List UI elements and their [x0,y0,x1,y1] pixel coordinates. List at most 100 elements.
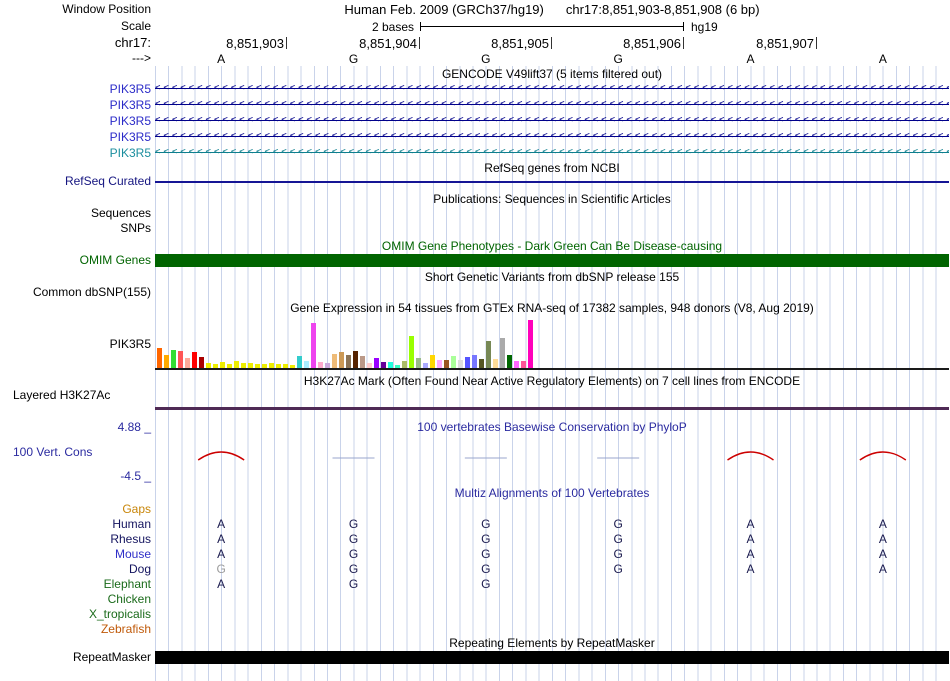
multiz-species-label[interactable]: Zebrafish [100,622,151,636]
gtex-expression-bar [395,365,400,368]
track-label-layered-h3k27ac[interactable]: Layered H3K27Ac [13,388,111,402]
gtex-expression-bar [444,360,449,368]
multiz-base: G [481,517,491,531]
gtex-expression-bar [346,355,351,368]
conservation-wiggle[interactable] [155,438,949,474]
track-label-common-dbsnp[interactable]: Common dbSNP(155) [32,285,151,299]
coordinate-tick [419,37,420,49]
multiz-base: A [217,577,226,591]
gtex-expression-bar [458,360,463,368]
transcript-intron-line [155,136,949,137]
assembly-title: Human Feb. 2009 (GRCh37/hg19) [344,2,544,17]
gtex-expression-bar [262,364,267,368]
reference-base: G [613,52,623,66]
gencode-transcript-label[interactable]: PIK3R5 [109,82,151,96]
gtex-expression-bar [185,358,190,368]
gtex-expression-bar [290,365,295,368]
track-label-refseq-curated[interactable]: RefSeq Curated [64,174,151,188]
gtex-track-title: Gene Expression in 54 tissues from GTEx … [290,301,814,315]
gtex-expression-bar [430,355,435,368]
gencode-transcript[interactable]: <<<<<<<<<<<<<<<<<<<<<<<<<<<<<<<<<<<<<<<<… [155,82,949,95]
transcript-intron-line [155,104,949,105]
multiz-base: A [878,532,887,546]
multiz-species-label[interactable]: Human [112,517,151,531]
omim-gene-bar[interactable] [155,254,949,267]
multiz-species-label[interactable]: Dog [128,562,151,576]
track-label-100-vert-cons[interactable]: 100 Vert. Cons [13,445,93,459]
gtex-expression-bar [297,356,302,368]
multiz-base: G [348,547,359,561]
publications-track-title: Publications: Sequences in Scientific Ar… [433,192,671,206]
base-position-guidelines [155,66,949,681]
gencode-transcript-label[interactable]: PIK3R5 [109,98,151,112]
coordinate-tick [286,37,287,49]
gencode-transcript[interactable]: <<<<<<<<<<<<<<<<<<<<<<<<<<<<<<<<<<<<<<<<… [155,98,949,111]
gtex-expression-bar [451,356,456,368]
coordinate-label: 8,851,904 [359,36,417,51]
track-label-repeatmasker[interactable]: RepeatMasker [72,650,151,664]
transcript-direction-arrows: <<<<<<<<<<<<<<<<<<<<<<<<<<<<<<<<<<<<<<<<… [155,99,949,109]
gtex-expression-bar [465,357,470,368]
gtex-expression-bar [409,336,414,368]
track-label-snps[interactable]: SNPs [120,221,151,235]
encode-track-title: H3K27Ac Mark (Often Found Near Active Re… [303,374,801,388]
refseq-gene-bar[interactable] [155,181,949,183]
gtex-expression-bar [311,323,316,368]
reference-base: A [746,52,755,66]
gtex-gene-label[interactable]: PIK3R5 [109,337,151,351]
gtex-expression-bar [220,362,225,368]
gencode-transcript-label[interactable]: PIK3R5 [109,130,151,144]
gtex-baseline [155,368,949,370]
gtex-expression-bar [269,363,274,368]
gtex-expression-bar [213,364,218,368]
gencode-transcript[interactable]: <<<<<<<<<<<<<<<<<<<<<<<<<<<<<<<<<<<<<<<<… [155,130,949,143]
multiz-species-label[interactable]: Elephant [103,577,151,591]
multiz-base: A [217,532,226,546]
gtex-expression-bar [437,360,442,368]
gtex-expression-bar [234,361,239,368]
gencode-transcript-label[interactable]: PIK3R5 [109,146,151,160]
multiz-species-label[interactable]: Rhesus [110,532,151,546]
conservation-mark [197,451,245,461]
multiz-base: G [348,562,359,576]
multiz-base: A [217,517,226,531]
gtex-expression-bar [276,364,281,368]
multiz-species-label[interactable]: X_tropicalis [88,607,151,621]
multiz-species-label[interactable]: Chicken [107,592,151,606]
transcript-intron-line [155,152,949,153]
coordinate-tick [816,37,817,49]
track-label-sequences[interactable]: Sequences [90,206,151,220]
omim-track-title: OMIM Gene Phenotypes - Dark Green Can Be… [381,239,723,253]
multiz-base: G [348,517,359,531]
window-position-title: Human Feb. 2009 (GRCh37/hg19) chr17:8,851… [155,3,949,16]
strand-indicator[interactable]: ---> [132,51,151,65]
multiz-base: G [481,562,491,576]
gencode-transcript[interactable]: <<<<<<<<<<<<<<<<<<<<<<<<<<<<<<<<<<<<<<<<… [155,146,949,159]
gtex-expression-bar [353,351,358,368]
gtex-expression-bar [416,358,421,368]
window-position-label: Window Position [62,2,151,16]
gtex-expression-bar [255,364,260,368]
gtex-expression-bar [507,355,512,368]
multiz-species-label[interactable]: Gaps [122,502,151,516]
conservation-mark [859,451,907,461]
h3k27ac-signal-line[interactable] [155,407,949,410]
gencode-transcript[interactable]: <<<<<<<<<<<<<<<<<<<<<<<<<<<<<<<<<<<<<<<<… [155,114,949,127]
gencode-track-title: GENCODE V49lift37 (5 items filtered out) [441,67,663,81]
gtex-expression-bar [227,364,232,368]
gtex-expression-bar [479,359,484,368]
scale-bar [420,22,684,31]
multiz-species-label[interactable]: Mouse [114,547,151,561]
track-label-omim-genes[interactable]: OMIM Genes [79,253,151,267]
gencode-transcript-label[interactable]: PIK3R5 [109,114,151,128]
multiz-base: G [348,577,359,591]
coordinate-label: 8,851,905 [491,36,549,51]
repeatmasker-bar[interactable] [155,651,949,664]
reference-base: G [481,52,491,66]
transcript-intron-line [155,88,949,89]
chromosome-label: chr17: [114,35,151,50]
gtex-expression-bar [493,359,498,368]
multiz-base: G [481,532,491,546]
reference-base: G [348,52,359,66]
